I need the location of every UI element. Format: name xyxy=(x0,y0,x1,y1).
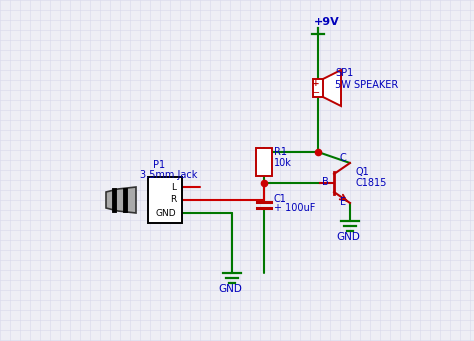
Text: C1: C1 xyxy=(274,194,287,204)
Polygon shape xyxy=(106,187,136,213)
Text: +: + xyxy=(312,78,320,88)
Text: GND: GND xyxy=(336,232,360,242)
Text: L: L xyxy=(171,182,176,192)
Text: P1: P1 xyxy=(153,160,165,170)
Text: 10k: 10k xyxy=(274,158,292,168)
Bar xyxy=(256,148,272,176)
Bar xyxy=(148,177,182,223)
Bar xyxy=(313,79,324,97)
Text: 3.5mm Jack: 3.5mm Jack xyxy=(140,170,197,180)
Text: C: C xyxy=(340,153,347,163)
Text: E: E xyxy=(340,197,346,207)
Text: GND: GND xyxy=(218,284,242,294)
Text: +9V: +9V xyxy=(314,17,340,27)
Text: R: R xyxy=(170,195,176,205)
Text: 5W SPEAKER: 5W SPEAKER xyxy=(335,80,398,90)
Text: Q1: Q1 xyxy=(356,167,370,177)
Polygon shape xyxy=(323,70,341,106)
Text: SP1: SP1 xyxy=(335,68,353,78)
Text: + 100uF: + 100uF xyxy=(274,203,315,213)
Text: GND: GND xyxy=(155,208,176,218)
Text: B: B xyxy=(322,177,329,187)
Text: R1: R1 xyxy=(274,147,287,157)
Text: C1815: C1815 xyxy=(356,178,387,188)
Text: −: − xyxy=(312,88,320,98)
